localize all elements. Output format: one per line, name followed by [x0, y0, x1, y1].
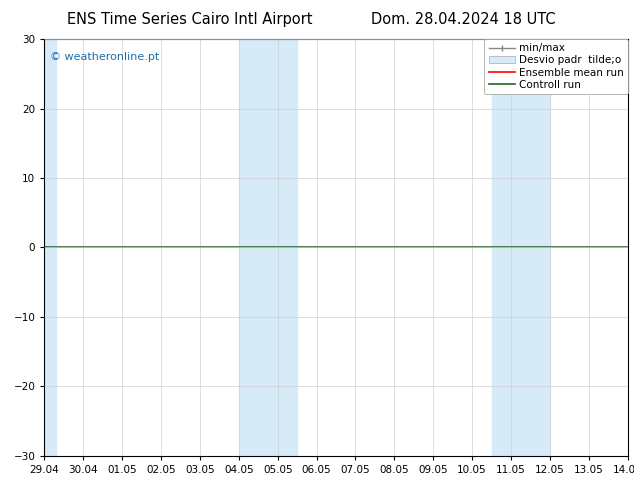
- Bar: [239, 39, 258, 456]
- Bar: [491, 39, 511, 456]
- Bar: [44, 39, 56, 456]
- Text: Dom. 28.04.2024 18 UTC: Dom. 28.04.2024 18 UTC: [370, 12, 555, 27]
- Bar: [511, 39, 550, 456]
- Legend: min/max, Desvio padr  tilde;o, Ensemble mean run, Controll run: min/max, Desvio padr tilde;o, Ensemble m…: [484, 39, 628, 94]
- Text: © weatheronline.pt: © weatheronline.pt: [50, 51, 160, 62]
- Text: ENS Time Series Cairo Intl Airport: ENS Time Series Cairo Intl Airport: [67, 12, 313, 27]
- Bar: [258, 39, 297, 456]
